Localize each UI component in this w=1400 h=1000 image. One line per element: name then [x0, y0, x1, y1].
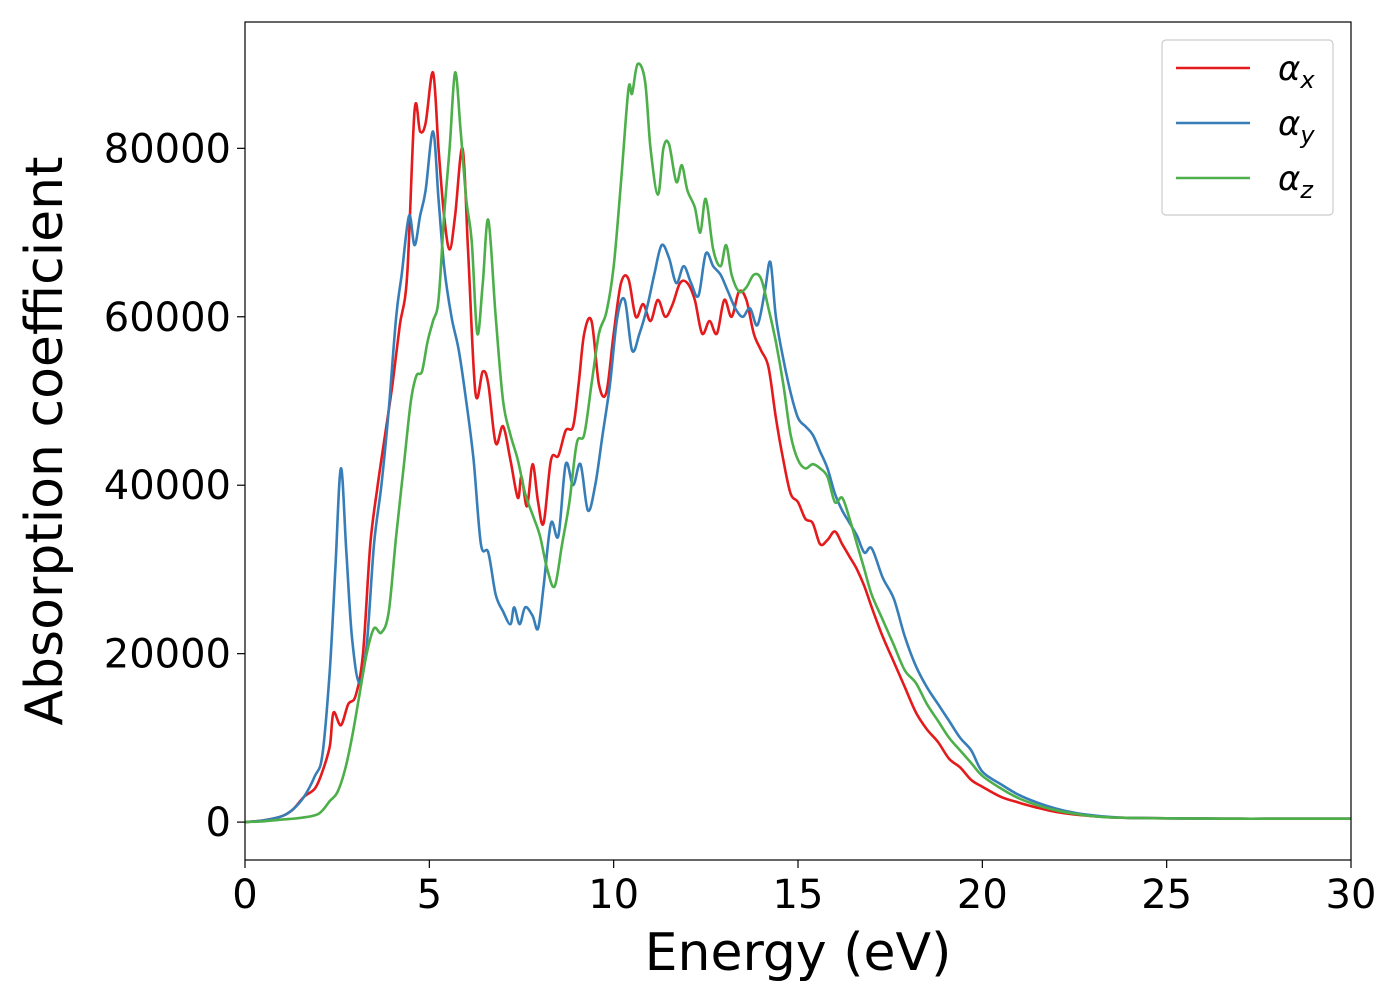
y-tick-label: 20000	[104, 632, 231, 678]
x-tick-label: 30	[1326, 872, 1377, 918]
legend-label-z: αz	[1278, 159, 1314, 204]
legend-subscript: z	[1299, 176, 1314, 204]
x-tick-label: 25	[1141, 872, 1192, 918]
plot-lines	[245, 62, 1351, 824]
x-axis-ticks: 0 5 10 15 20 25 30	[232, 860, 1376, 918]
y-tick-label: 0	[206, 800, 231, 846]
legend-subscript: x	[1299, 66, 1315, 94]
x-tick-label: 10	[588, 872, 639, 918]
legend-subscript: y	[1299, 121, 1315, 149]
series-line-y	[245, 130, 1351, 824]
legend-symbol: α	[1278, 159, 1300, 199]
y-tick-label: 60000	[104, 295, 231, 341]
legend-symbol: α	[1278, 49, 1300, 89]
legend-symbol: α	[1278, 104, 1300, 144]
x-tick-label: 20	[957, 872, 1008, 918]
series-line-x	[245, 71, 1351, 824]
series-line-z	[245, 62, 1351, 824]
x-axis-label: Energy (eV)	[645, 923, 952, 983]
y-axis-ticks: 0 20000 40000 60000 80000	[104, 126, 245, 846]
y-axis-label: Absorption coefficient	[15, 156, 75, 725]
legend-box	[1161, 39, 1334, 216]
x-tick-label: 5	[417, 872, 442, 918]
y-tick-label: 80000	[104, 126, 231, 172]
x-tick-label: 15	[773, 872, 824, 918]
legend-label-y: αy	[1278, 104, 1315, 149]
x-tick-label: 0	[232, 872, 257, 918]
legend-label-x: αx	[1278, 49, 1315, 94]
y-tick-label: 40000	[104, 463, 231, 509]
